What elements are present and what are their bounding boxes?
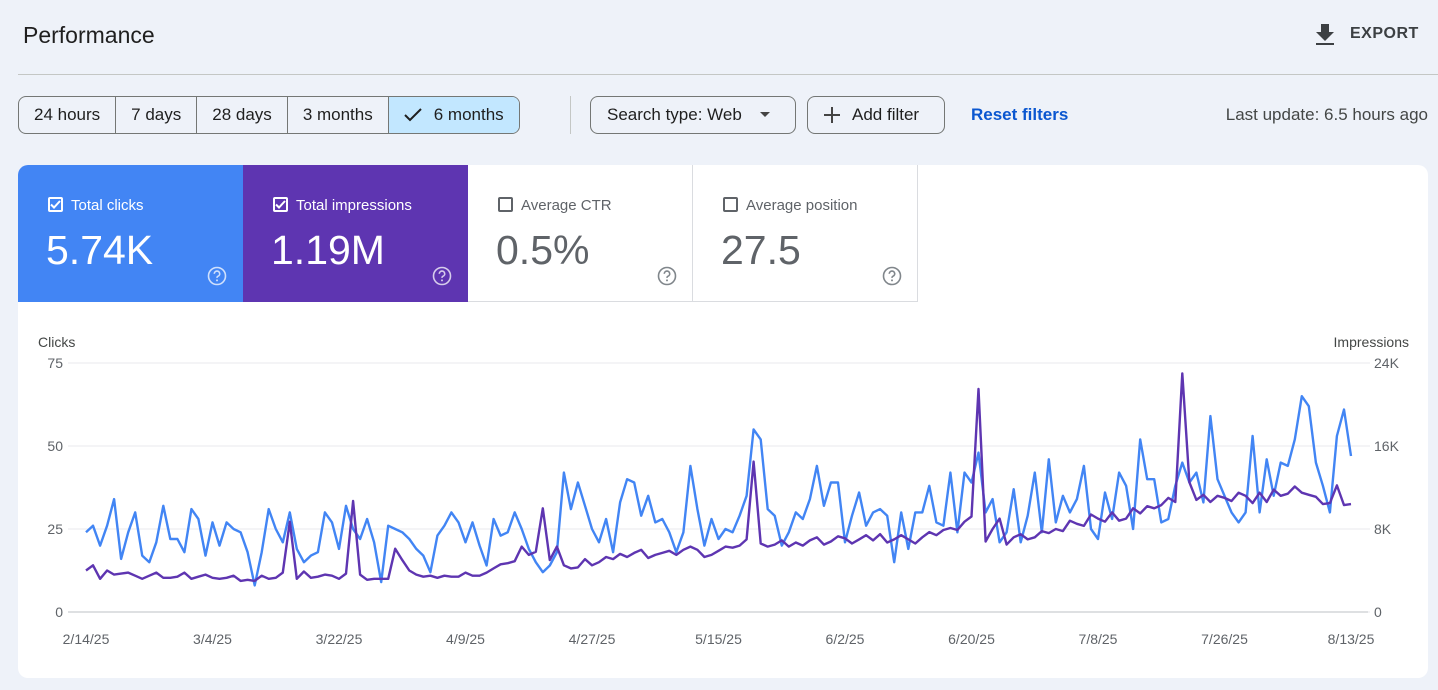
label: 3 months <box>302 105 373 124</box>
x-tick-label: 8/13/25 <box>1328 631 1375 647</box>
y-axis-title: Clicks <box>38 334 75 350</box>
x-tick-label: 4/9/25 <box>446 631 485 647</box>
help-glyph <box>438 270 446 278</box>
y2-tick-label: 24K <box>1374 355 1400 371</box>
last-update: Last update: 6.5 hours ago <box>1225 105 1428 124</box>
x-tick-label: 7/26/25 <box>1201 631 1248 647</box>
date-range-button[interactable]: 28 days <box>196 97 287 133</box>
reset-filters-link[interactable]: Reset filters <box>971 105 1069 124</box>
check-icon <box>404 108 422 122</box>
y-tick-label: 25 <box>47 521 63 537</box>
search-type-button[interactable]: Search type: Web <box>590 96 796 134</box>
help-dot <box>891 279 893 282</box>
metric-value: 1.19M <box>271 227 385 273</box>
label: Search type: Web <box>607 105 742 124</box>
plus-icon <box>824 107 840 123</box>
help-circle <box>432 266 452 286</box>
help-icon[interactable] <box>657 266 677 286</box>
date-range-button[interactable]: 7 days <box>115 97 196 133</box>
dropdown-arrow <box>759 112 770 117</box>
help-icon[interactable] <box>882 266 902 286</box>
x-tick-label: 6/2/25 <box>826 631 865 647</box>
checkbox[interactable] <box>498 197 513 212</box>
label: 24 hours <box>34 105 101 124</box>
x-tick-label: 4/27/25 <box>569 631 616 647</box>
help-glyph <box>663 270 671 278</box>
y-tick-label: 50 <box>47 438 63 454</box>
y-tick-label: 0 <box>55 604 63 620</box>
series-line <box>85 372 1352 583</box>
download-icon[interactable] <box>1315 22 1337 46</box>
label: 6 months <box>433 105 504 124</box>
help-glyph <box>888 270 896 278</box>
label: 7 days <box>131 105 182 124</box>
metric-label: Total clicks <box>71 197 144 214</box>
series-line <box>85 395 1353 587</box>
help-icon[interactable] <box>207 266 227 286</box>
check-path <box>404 108 422 122</box>
y2-axis-title: Impressions <box>1334 334 1409 350</box>
date-range-button[interactable]: 24 hours <box>19 97 115 133</box>
page-title: Performance <box>23 22 155 48</box>
date-range-button[interactable]: 6 months <box>387 97 519 133</box>
add-filter-button[interactable]: Add filter <box>807 96 945 134</box>
metric-tile[interactable]: Total impressions 1.19M <box>243 165 468 302</box>
metric-value: 27.5 <box>721 227 801 273</box>
metric-label: Average CTR <box>521 197 612 214</box>
y2-tick-label: 8K <box>1374 521 1392 537</box>
checkbox[interactable] <box>273 197 288 212</box>
x-tick-label: 3/4/25 <box>193 631 232 647</box>
help-icon[interactable] <box>432 266 452 286</box>
x-tick-label: 6/20/25 <box>948 631 995 647</box>
metric-value: 5.74K <box>46 227 154 273</box>
metric-tile[interactable]: Total clicks 5.74K <box>18 165 243 302</box>
help-dot <box>441 279 443 282</box>
date-range-button[interactable]: 3 months <box>286 97 388 133</box>
label: Add filter <box>852 105 920 124</box>
export-button[interactable]: EXPORT <box>1350 25 1419 42</box>
label: 28 days <box>212 105 272 124</box>
y2-tick-label: 0 <box>1374 604 1382 620</box>
metric-tile[interactable]: Average position 27.5 <box>693 165 918 302</box>
performance-card: Total clicks 5.74K Total impressions 1.19M… <box>18 165 1428 678</box>
check-path <box>50 200 61 209</box>
metric-tile[interactable]: Average CTR 0.5% <box>468 165 693 302</box>
separator <box>570 96 571 134</box>
metric-label: Average position <box>746 197 858 214</box>
help-glyph <box>213 270 221 278</box>
help-dot <box>666 279 668 282</box>
help-dot <box>216 279 218 282</box>
metric-value: 0.5% <box>496 227 590 273</box>
help-circle <box>207 266 227 286</box>
metric-label: Total impressions <box>296 197 412 214</box>
help-circle <box>882 266 902 286</box>
x-tick-label: 2/14/25 <box>63 631 110 647</box>
date-range-group: 24 hours 7 days 28 days 3 months 6 month… <box>18 96 520 134</box>
y-tick-label: 75 <box>47 355 63 371</box>
check-icon <box>50 200 61 209</box>
x-tick-label: 3/22/25 <box>316 631 363 647</box>
x-tick-label: 5/15/25 <box>695 631 742 647</box>
y2-tick-label: 16K <box>1374 438 1400 454</box>
x-tick-label: 7/8/25 <box>1079 631 1118 647</box>
checkbox[interactable] <box>723 197 738 212</box>
divider <box>18 74 1438 75</box>
check-icon <box>275 200 286 209</box>
help-circle <box>657 266 677 286</box>
check-path <box>275 200 286 209</box>
checkbox[interactable] <box>48 197 63 212</box>
